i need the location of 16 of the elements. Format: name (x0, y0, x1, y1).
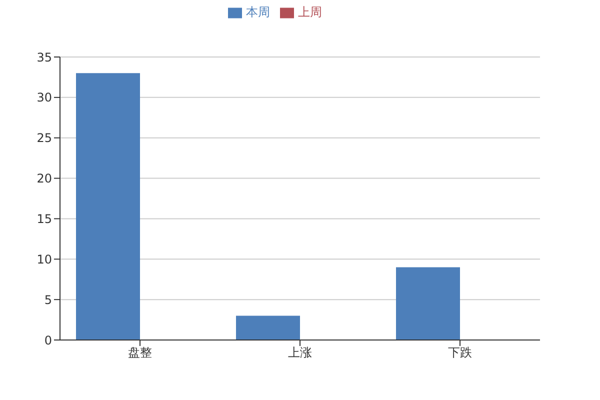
legend-label: 本周 (246, 5, 270, 19)
x-tick-label: 上涨 (288, 346, 312, 360)
legend-label: 上周 (298, 5, 322, 19)
bar (236, 316, 300, 340)
y-tick-label: 35 (36, 50, 52, 64)
bar (396, 267, 460, 340)
y-tick-label: 30 (36, 90, 52, 105)
y-tick-label: 10 (36, 252, 52, 266)
y-tick-label: 0 (44, 333, 52, 348)
y-tick-label: 15 (36, 212, 52, 226)
y-tick-label: 5 (44, 292, 52, 307)
y-tick-label: 25 (36, 131, 52, 146)
x-tick-label: 盘整 (128, 346, 152, 360)
y-tick-label: 20 (36, 172, 52, 186)
bar (76, 73, 140, 340)
x-tick-label: 下跌 (448, 346, 472, 360)
